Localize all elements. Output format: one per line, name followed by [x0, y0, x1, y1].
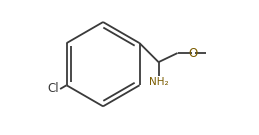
Text: NH₂: NH₂: [149, 77, 168, 87]
Text: O: O: [189, 47, 198, 60]
Text: Cl: Cl: [48, 82, 59, 95]
